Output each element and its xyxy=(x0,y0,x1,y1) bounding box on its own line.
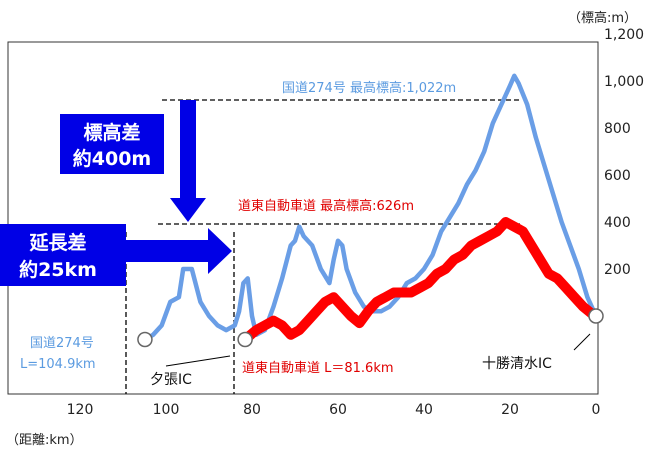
national-label-line2: L=104.9km xyxy=(20,357,96,372)
y-tick-label: 200 xyxy=(604,262,631,278)
elevation-diff-box xyxy=(60,114,164,174)
x-tick-labels: 120 100 80 60 40 20 0 xyxy=(67,402,601,418)
yubari-leader xyxy=(165,355,231,367)
elevation-diff-arrow xyxy=(170,100,206,222)
national-route-line xyxy=(142,73,599,342)
expressway-length-label: 道東自動車道 L＝81.6km xyxy=(242,360,394,376)
x-axis-unit: （距離:km） xyxy=(6,433,83,448)
length-diff-arrow xyxy=(126,228,232,274)
x-tick-label: 20 xyxy=(501,402,519,418)
plot-frame xyxy=(7,41,599,395)
national-peak-label: 国道274号 最高標高:1,022m xyxy=(282,80,456,96)
route-end-point xyxy=(588,308,604,324)
x-tick-label: 40 xyxy=(415,402,433,418)
x-tick-label: 100 xyxy=(153,402,180,418)
y-tick-label: 800 xyxy=(604,121,631,137)
x-tick-label: 60 xyxy=(329,402,347,418)
tokachi-leader xyxy=(573,333,591,351)
yubari-ic-label: 夕張IC xyxy=(150,372,192,388)
national-start-point xyxy=(137,331,153,348)
length-diff-box xyxy=(0,224,126,286)
national-label-line1: 国道274号 xyxy=(30,336,94,351)
elevation-diff-line2: 約400m xyxy=(73,147,151,170)
y-tick-labels: 1,200 1,000 800 600 400 200 xyxy=(604,27,644,278)
length-diff-line2: 約25km xyxy=(19,258,97,281)
y-tick-label: 600 xyxy=(604,168,631,184)
y-tick-label: 1,000 xyxy=(604,74,644,90)
x-tick-label: 120 xyxy=(67,402,94,418)
expressway-peak-label: 道東自動車道 最高標高:626m xyxy=(238,198,414,214)
y-tick-label: 1,200 xyxy=(604,27,644,43)
x-tick-label: 80 xyxy=(243,402,261,418)
y-axis-unit: （標高:m） xyxy=(568,10,637,26)
x-tick-label: 0 xyxy=(592,402,601,418)
tokachi-ic-label: 十勝清水IC xyxy=(482,356,552,372)
length-diff-line1: 延長差 xyxy=(28,231,86,254)
expressway-line xyxy=(240,217,601,345)
y-tick-label: 400 xyxy=(604,215,631,231)
elevation-diff-line1: 標高差 xyxy=(83,121,140,144)
expressway-start-point xyxy=(237,331,253,348)
